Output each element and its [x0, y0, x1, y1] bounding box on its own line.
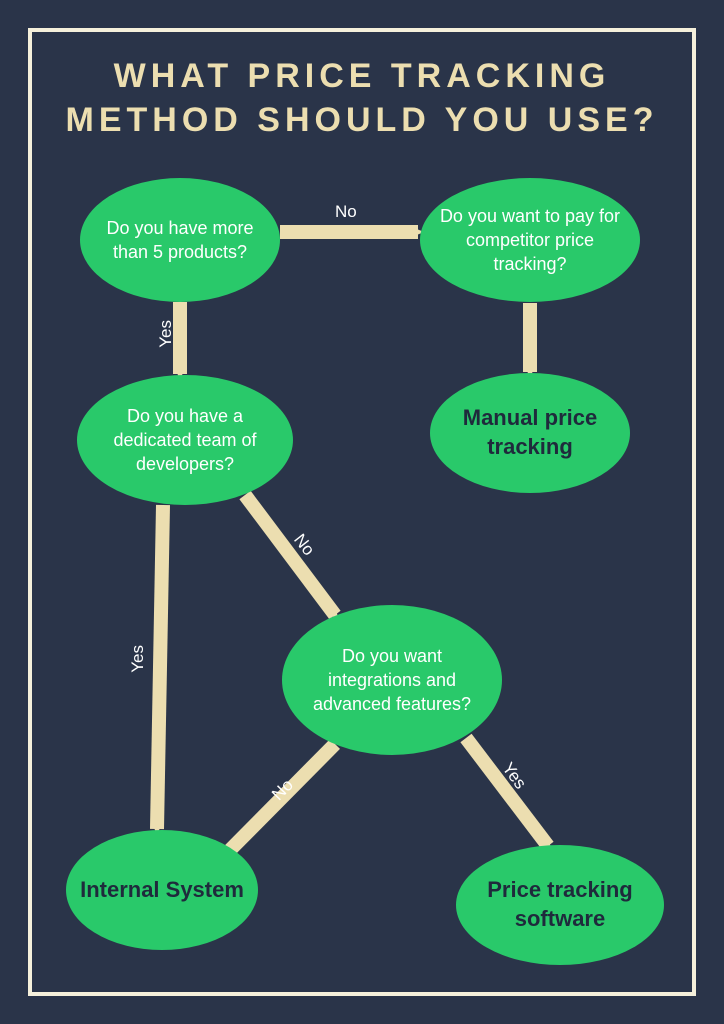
node-q1-text: Do you have more than 5 products?	[92, 216, 268, 265]
node-q2: Do you want to pay for competitor price …	[420, 178, 640, 302]
node-a3: Price tracking software	[456, 845, 664, 965]
node-q2-text: Do you want to pay for competitor price …	[432, 204, 628, 277]
edge-e4	[157, 505, 163, 829]
edge-e5	[245, 495, 335, 615]
node-a2-text: Internal System	[80, 876, 244, 905]
node-a1: Manual price tracking	[430, 373, 630, 493]
node-q4: Do you want integrations and advanced fe…	[282, 605, 502, 755]
edge-label-e1: No	[335, 202, 357, 222]
node-a3-text: Price tracking software	[468, 876, 652, 933]
node-q3: Do you have a dedicated team of develope…	[77, 375, 293, 505]
edge-e7	[466, 738, 548, 846]
node-q3-text: Do you have a dedicated team of develope…	[89, 404, 281, 477]
edge-label-e3: Yes	[156, 320, 176, 348]
node-a1-text: Manual price tracking	[442, 404, 618, 461]
edge-label-e4: Yes	[128, 645, 148, 673]
node-q4-text: Do you want integrations and advanced fe…	[294, 644, 490, 717]
node-q1: Do you have more than 5 products?	[80, 178, 280, 302]
node-a2: Internal System	[66, 830, 258, 950]
